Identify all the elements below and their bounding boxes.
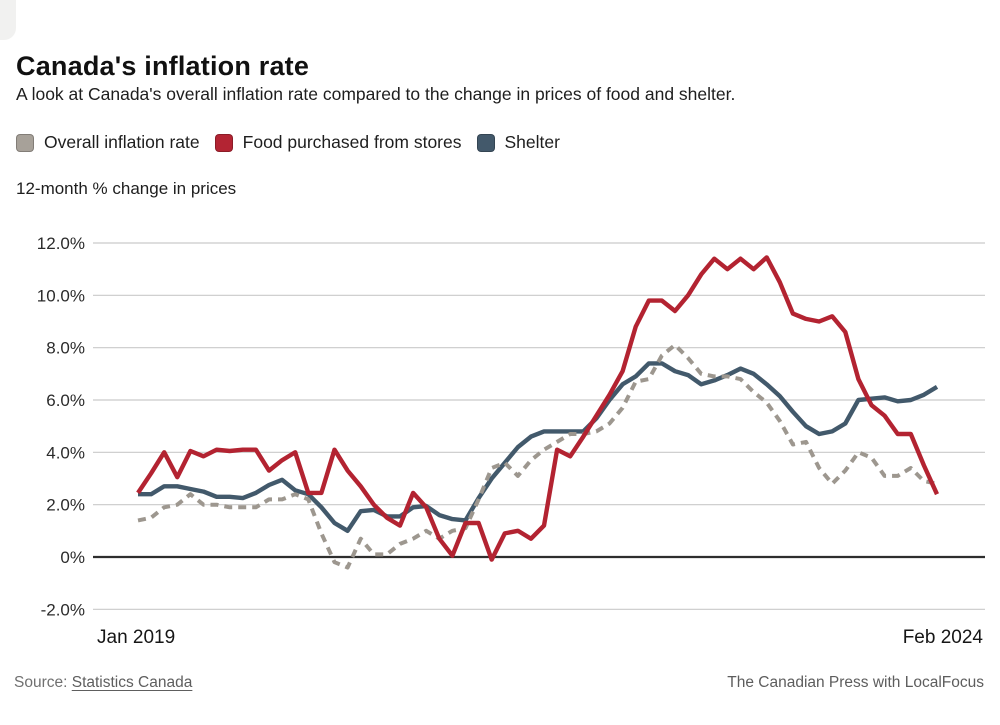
x-axis-label-start: Jan 2019 — [97, 627, 176, 648]
y-tick-label: 10.0% — [37, 286, 85, 305]
x-axis-label-end: Feb 2024 — [902, 627, 983, 648]
y-tick-label: 0% — [60, 548, 85, 567]
food-legend-swatch — [214, 133, 233, 152]
chart-subtitle: A look at Canada's overall inflation rat… — [16, 84, 736, 104]
legend-item-overall: Overall inflation rate — [16, 132, 200, 153]
series-line-overall — [137, 343, 938, 570]
y-tick-label: 12.0% — [37, 234, 85, 253]
source-line: Source: Statistics Canada — [14, 674, 192, 692]
credit-line: The Canadian Press with LocalFocus — [727, 674, 984, 691]
legend-label-food: Food purchased from stores — [242, 132, 462, 152]
legend-item-shelter: Shelter — [476, 132, 560, 153]
source-link[interactable]: Statistics Canada — [71, 674, 193, 691]
series-line-food — [136, 255, 940, 562]
overall-legend-swatch — [16, 133, 34, 152]
legend-item-food: Food purchased from stores — [214, 132, 462, 153]
legend-label-overall: Overall inflation rate — [44, 132, 200, 152]
y-tick-label: 8.0% — [46, 339, 85, 358]
page-title: Canada's inflation rate — [16, 51, 310, 82]
legend-label-shelter: Shelter — [504, 132, 560, 152]
chart-legend: Overall inflation rate Food purchased fr… — [16, 132, 560, 153]
y-tick-label: -2.0% — [41, 600, 85, 619]
shelter-legend-swatch — [476, 133, 495, 152]
series-line-shelter — [138, 361, 939, 533]
source-label: Source: — [14, 674, 68, 691]
y-tick-label: 2.0% — [46, 496, 85, 515]
screenshot-corner-artifact — [0, 0, 16, 40]
inflation-line-chart: 12.0% 10.0% 8.0% 6.0% 4.0% 2.0% 0% -2.0% — [37, 234, 985, 619]
y-tick-label: 6.0% — [46, 391, 85, 410]
y-tick-label: 4.0% — [46, 443, 85, 462]
y-axis-unit-note: 12-month % change in prices — [16, 179, 237, 198]
